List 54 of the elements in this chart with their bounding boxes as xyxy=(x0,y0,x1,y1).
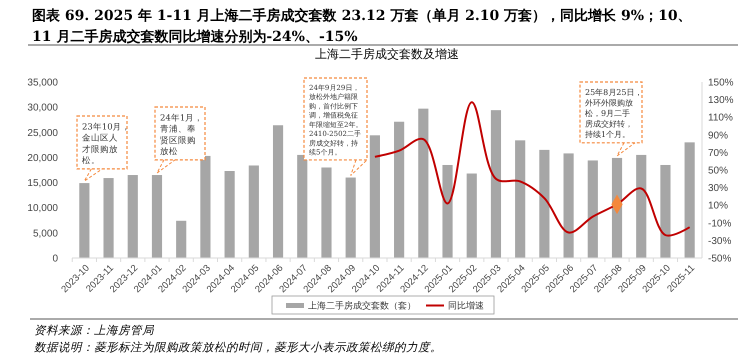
y-tick-label: 15,000 xyxy=(27,178,58,190)
text: 资料来源：上海房管局 xyxy=(34,323,155,337)
y2-tick-label: 30% xyxy=(708,183,728,194)
y-tick-label: 20,000 xyxy=(27,152,58,164)
bar xyxy=(224,171,235,258)
y2-tick-label: -30% xyxy=(708,236,732,247)
bar xyxy=(515,140,526,258)
bar xyxy=(176,220,186,258)
y-tick-label: 35,000 xyxy=(27,78,58,88)
text: 数据说明：菱形标注为限购政策放松的时间，菱形大小表示政策松绑的力度。 xyxy=(34,340,442,354)
bar xyxy=(636,154,646,258)
chart-title: 图表 69. 2025 年 1-11 月上海二手房成交套数 23.12 万套（单月 2.10 万套），同比增长 9%；10、11 月二手房成交套数同比增速分别为-24%、-15% xyxy=(32,7,692,45)
bar xyxy=(684,142,695,258)
y-tick-label: 25,000 xyxy=(27,128,58,139)
bar xyxy=(466,174,477,258)
bar xyxy=(103,178,114,258)
bar xyxy=(297,154,308,258)
y2-tick-label: 90% xyxy=(708,130,728,142)
chart-subtitle: 上海二手房成交套数及增速 xyxy=(315,47,459,61)
y2-tick-label: 50% xyxy=(708,166,728,176)
y-tick-label: 0 xyxy=(52,254,58,264)
y2-tick-label: 150% xyxy=(708,78,734,88)
y-tick-label: 5,000 xyxy=(32,228,58,240)
bar xyxy=(128,175,138,258)
y2-tick-label: 70% xyxy=(708,148,728,159)
line-series xyxy=(374,101,691,237)
y-tick-label: 10,000 xyxy=(27,203,58,214)
bar xyxy=(418,108,428,258)
bar xyxy=(272,125,284,258)
legend-label: 同比增速 xyxy=(448,300,484,312)
annotation: 24年1月，青浦、奉贤区限购放松 xyxy=(160,112,204,158)
y2-tick-label: -50% xyxy=(708,254,732,264)
y2-tick-label: -10% xyxy=(708,218,732,230)
annotation: 25年8月25日，外环外限购放松，9月二手房成交好转，持续1个月。 xyxy=(585,88,642,140)
bar xyxy=(346,178,356,258)
bar xyxy=(79,183,90,258)
y2-tick-label: 130% xyxy=(708,95,734,106)
bar xyxy=(539,150,550,258)
bar xyxy=(370,135,380,258)
bar xyxy=(660,164,671,258)
bar xyxy=(490,110,502,258)
y-tick-label: 30,000 xyxy=(27,102,58,114)
bar xyxy=(442,164,453,258)
bar xyxy=(588,160,598,258)
y2-tick-label: 10% xyxy=(708,200,728,212)
bar xyxy=(248,165,259,258)
y2-tick-label: 110% xyxy=(708,112,733,124)
legend-label: 上海二手房成交套数（套） xyxy=(308,300,416,312)
bar xyxy=(321,167,332,258)
bar xyxy=(564,153,574,258)
bar xyxy=(152,175,162,258)
annotation: 23年10月，金山区人才限购放松。 xyxy=(82,122,131,166)
bar xyxy=(394,122,404,258)
bar xyxy=(200,156,210,258)
